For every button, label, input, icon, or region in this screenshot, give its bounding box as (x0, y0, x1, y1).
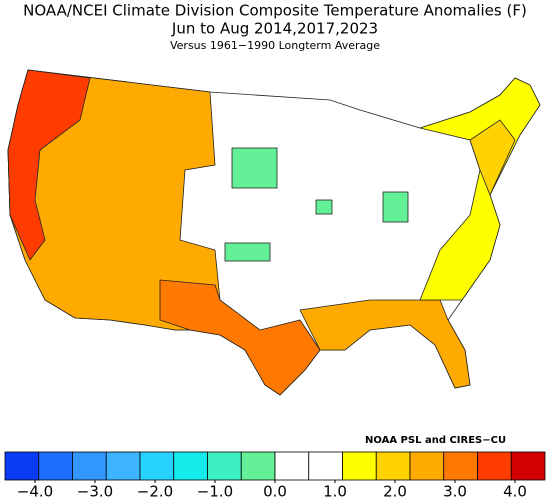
colorbar-box (38, 451, 73, 481)
region-green (382, 191, 409, 223)
colorbar-box (443, 451, 478, 481)
colorbar-box (139, 451, 175, 481)
colorbar-tick-label: −3.0 (77, 483, 113, 500)
colorbar-tick-label: −1.0 (197, 483, 233, 500)
region-green (231, 147, 278, 189)
colorbar-tick-label: 4.0 (503, 483, 527, 500)
title: NOAA/NCEI Climate Division Composite Tem… (23, 2, 527, 20)
colorbar-tick-label: 0.0 (263, 483, 287, 500)
colorbar-tick-label: 2.0 (383, 483, 407, 500)
colorbar-box (342, 451, 377, 481)
colorbar-box (105, 451, 141, 481)
region-south-orange (159, 279, 321, 396)
colorbar-tick-label: 3.0 (443, 483, 467, 500)
colorbar-box (510, 451, 546, 481)
colorbar-box (72, 451, 107, 481)
colorbar-box (375, 451, 411, 481)
colorbar-tick-label: −4.0 (17, 483, 53, 500)
period: Jun to Aug 2014,2017,2023 (171, 20, 378, 38)
colorbar-box (240, 451, 276, 481)
region-green (315, 199, 333, 215)
region-gulf-orange (299, 299, 471, 389)
region-green (224, 242, 271, 262)
colorbar-box (274, 451, 310, 481)
colorbar-box (207, 451, 242, 481)
colorbar-box (308, 451, 343, 481)
colorbar-tick-label: 1.0 (323, 483, 347, 500)
colorbar: −4.0 −3.0 −2.0 −1.0 0.0 1.0 2.0 3.0 4.0 (4, 451, 546, 501)
map (7, 69, 541, 396)
colorbar-box (477, 451, 512, 481)
colorbar-box (409, 451, 445, 481)
colorbar-tick-label: −2.0 (137, 483, 173, 500)
colorbar-box (173, 451, 208, 481)
colorbar-box (4, 451, 40, 481)
region-ne-orange (469, 119, 516, 197)
subtitle: Versus 1961−1990 Longterm Average (170, 39, 380, 52)
credit: NOAA PSL and CIRES−CU (365, 435, 506, 446)
region-coast-red (7, 69, 91, 261)
